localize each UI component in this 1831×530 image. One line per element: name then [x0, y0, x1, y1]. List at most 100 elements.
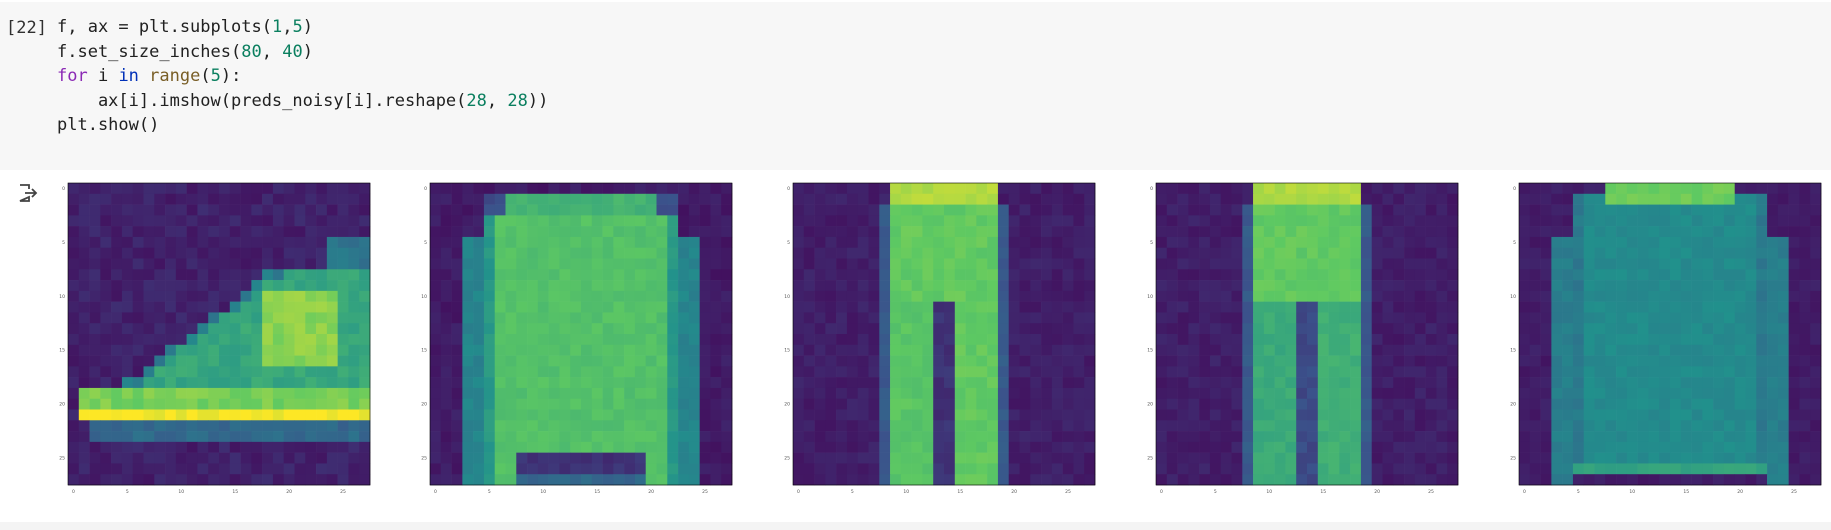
pixel: [1166, 344, 1178, 356]
pixel: [1691, 344, 1703, 356]
pixel: [1745, 366, 1757, 378]
output-redirect-icon[interactable]: [17, 182, 39, 204]
pixel: [911, 280, 923, 292]
pixel: [1360, 366, 1373, 378]
pixel: [1572, 398, 1585, 410]
pixel: [656, 247, 668, 259]
pixel: [1382, 398, 1394, 410]
code-editor[interactable]: [22] f, ax = plt.subplots(1,5) f.set_size…: [0, 2, 1831, 170]
pixel: [1188, 193, 1200, 205]
pixel: [793, 452, 805, 464]
pixel: [1051, 193, 1063, 205]
pixel: [1605, 355, 1617, 367]
pixel: [100, 377, 112, 389]
pixel: [89, 323, 101, 335]
pixel: [987, 215, 999, 227]
pixel: [1051, 183, 1063, 195]
pixel: [1166, 452, 1178, 464]
pixel: [1583, 280, 1595, 292]
pixel: [1447, 301, 1459, 313]
pixel: [900, 312, 912, 324]
pixel: [1723, 398, 1736, 410]
pixel: [1073, 344, 1085, 356]
pixel: [132, 183, 144, 195]
pixel: [1317, 312, 1329, 324]
pixel: [1296, 183, 1308, 195]
pixel: [1263, 236, 1275, 249]
pixel: [1253, 193, 1265, 205]
pixel: [175, 366, 187, 378]
pixel: [548, 431, 560, 443]
pixel: [68, 366, 80, 378]
pixel: [100, 463, 112, 475]
pixel: [1188, 312, 1200, 324]
pixel: [1519, 344, 1531, 356]
pixel: [1253, 236, 1265, 249]
pixel: [634, 236, 647, 249]
pixel: [678, 204, 690, 216]
pixel: [1307, 269, 1319, 281]
pixel: [1328, 474, 1340, 486]
pixel: [1350, 474, 1362, 486]
pixel: [1562, 312, 1574, 324]
pixel: [997, 474, 1010, 486]
pixel: [933, 474, 945, 486]
pixel: [440, 452, 452, 464]
pixel: [836, 355, 848, 367]
pixel: [645, 290, 657, 302]
pixel: [1051, 269, 1063, 281]
pixel: [997, 226, 1010, 238]
pixel: [262, 247, 274, 259]
pixel: [997, 301, 1010, 313]
pixel: [857, 215, 869, 227]
pixel: [1371, 441, 1383, 453]
pixel: [294, 420, 306, 432]
pixel: [68, 290, 80, 302]
pixel: [890, 441, 902, 453]
pixel: [548, 474, 560, 486]
pixel: [954, 409, 966, 421]
pixel: [721, 280, 733, 292]
pixel: [1231, 463, 1243, 475]
pixel: [1713, 334, 1725, 346]
pixel: [337, 258, 349, 270]
pixel: [121, 323, 134, 335]
pixel: [1713, 204, 1725, 216]
pixel: [634, 441, 647, 453]
pixel: [879, 215, 891, 227]
pixel: [678, 312, 690, 324]
pixel: [548, 236, 560, 249]
pixel: [1051, 301, 1063, 313]
pixel: [1637, 226, 1649, 238]
pixel: [100, 290, 112, 302]
pixel: [699, 409, 711, 421]
pixel: [305, 409, 317, 421]
pixel: [624, 215, 636, 227]
pixel: [1253, 269, 1265, 281]
pixel: [1562, 463, 1574, 475]
pixel: [1220, 409, 1232, 421]
pixel: [868, 398, 880, 410]
pixel: [100, 409, 112, 421]
pixel: [1788, 474, 1800, 486]
y-tick-label: 15: [784, 348, 790, 354]
pixel: [1594, 474, 1606, 486]
pixel: [1253, 226, 1265, 238]
pixel: [933, 204, 945, 216]
pixel: [900, 183, 912, 195]
code-text[interactable]: f, ax = plt.subplots(1,5) f.set_size_inch…: [57, 15, 548, 138]
pixel: [721, 183, 733, 195]
pixel: [793, 398, 805, 410]
pixel: [1253, 409, 1265, 421]
pixel: [121, 431, 134, 443]
pixel: [1648, 344, 1660, 356]
pixel: [1648, 409, 1660, 421]
pixel: [219, 366, 231, 378]
pixel: [1551, 193, 1563, 205]
pixel: [165, 344, 177, 356]
pixel: [1350, 409, 1362, 421]
pixel: [1404, 344, 1416, 356]
pixel: [944, 269, 956, 281]
pixel: [922, 452, 934, 464]
pixel: [527, 398, 539, 410]
